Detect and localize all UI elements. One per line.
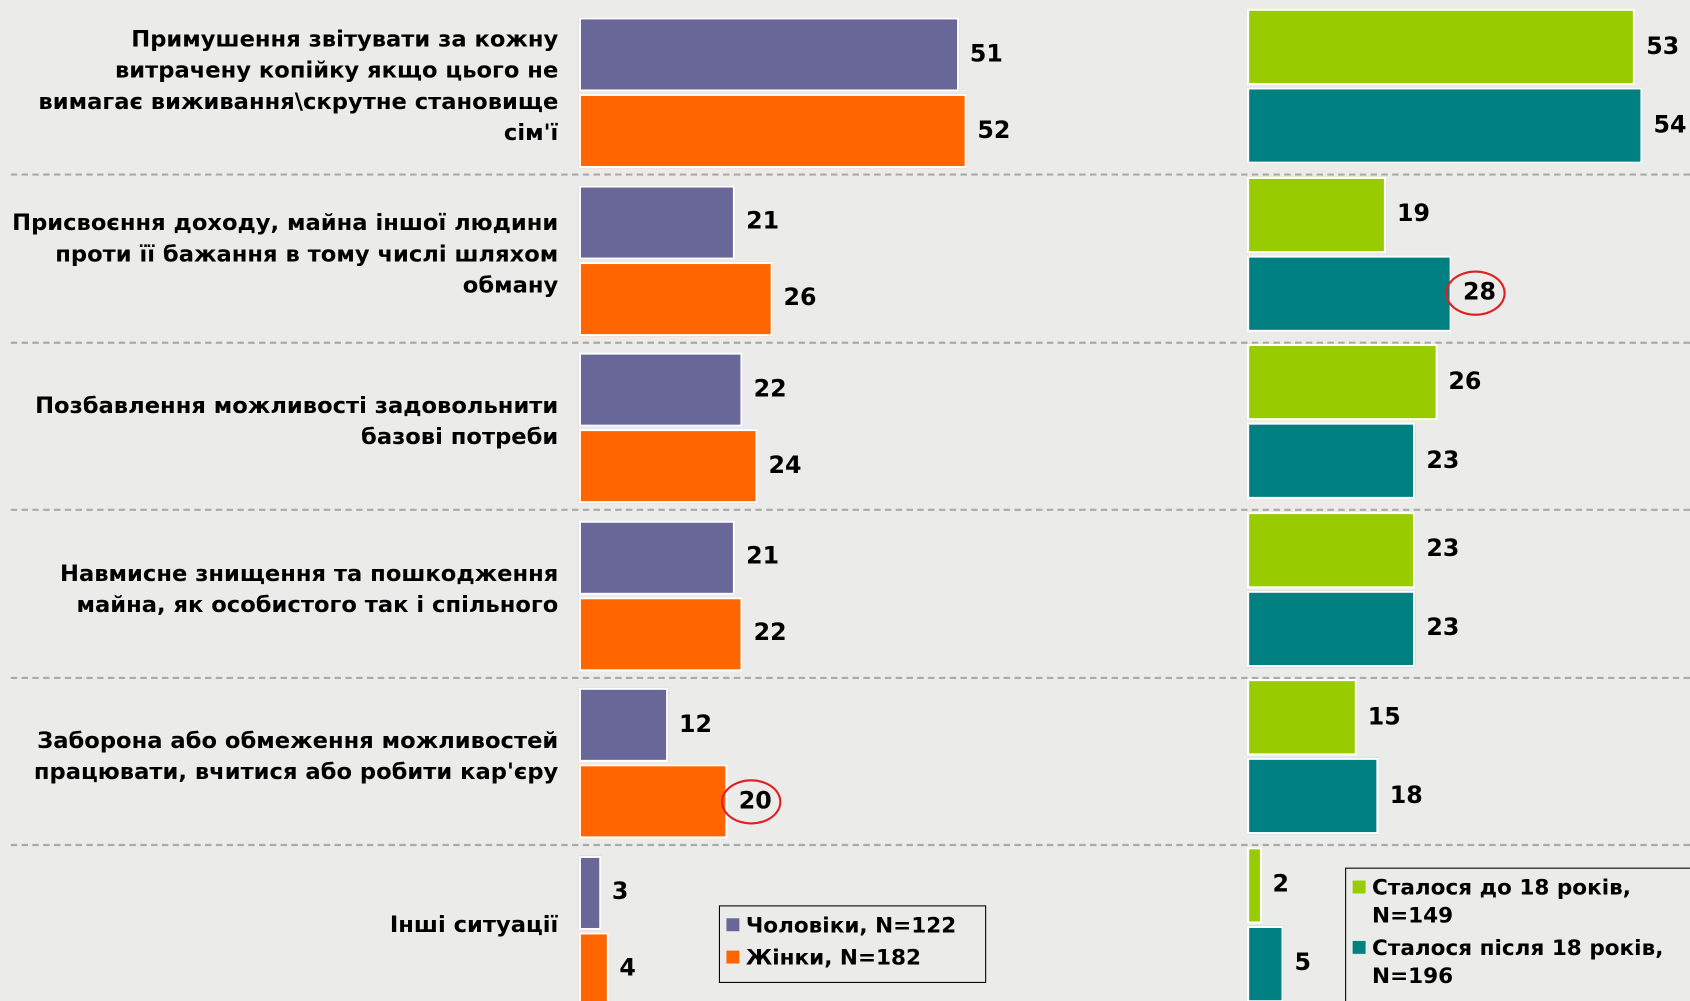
bar <box>1247 679 1357 756</box>
separator <box>10 676 1690 679</box>
legend-swatch <box>1352 880 1366 894</box>
value-label: 21 <box>746 208 780 235</box>
separator <box>10 173 1690 176</box>
bar <box>1247 757 1379 835</box>
bar <box>578 93 967 169</box>
separator <box>10 843 1690 847</box>
legend-item: Жінки, N=182 <box>726 943 978 971</box>
bar <box>1247 254 1453 332</box>
value-label: 15 <box>1367 703 1401 731</box>
bar <box>1247 176 1387 253</box>
bar <box>578 687 669 763</box>
bar <box>578 184 736 260</box>
value-label: 52 <box>977 116 1011 144</box>
category-label: Примушення звітувати за кожну витрачену … <box>38 25 559 146</box>
legend-item: Сталося до 18 років, N=149 <box>1352 873 1690 929</box>
value-label: 51 <box>969 40 1003 68</box>
value-label: 22 <box>753 619 787 647</box>
category-label: Присвоєння доходу, майна іншої людини пр… <box>12 209 559 298</box>
bar <box>1247 8 1636 86</box>
legend-swatch <box>1352 940 1366 954</box>
bar <box>1247 590 1416 667</box>
value-label: 23 <box>1426 535 1460 563</box>
separator <box>10 508 1690 511</box>
bar <box>578 764 728 839</box>
bar <box>578 261 773 336</box>
category-label: Інші ситуації <box>389 910 559 937</box>
category-label: Навмисне знищення та пошкодження майна, … <box>60 559 559 618</box>
bar <box>1247 87 1643 164</box>
separator <box>10 341 1690 344</box>
bar <box>1247 343 1438 421</box>
value-label: 24 <box>768 452 802 480</box>
legend: Сталося до 18 років, N=149 Сталося після … <box>1345 867 1690 1001</box>
bar <box>1247 511 1416 588</box>
value-label: 26 <box>1448 368 1482 396</box>
category-label: Заборона або обмеження можливостей працю… <box>33 727 559 785</box>
highlight-circle <box>1445 270 1507 316</box>
highlight-circle <box>721 778 782 824</box>
legend-swatch <box>726 918 740 932</box>
value-label: 18 <box>1389 781 1423 809</box>
value-label: 19 <box>1397 200 1431 228</box>
value-label: 26 <box>783 284 817 312</box>
legend-swatch <box>726 950 740 964</box>
legend-item: Сталося після 18 років, N=196 <box>1352 933 1690 989</box>
legend-label: Чоловіки, N=122 <box>745 911 957 938</box>
bar <box>578 596 743 671</box>
legend-label: Сталося до 18 років, N=149 <box>1372 874 1631 928</box>
bar <box>578 428 758 504</box>
value-label: 4 <box>619 954 636 982</box>
value-label: 5 <box>1294 949 1311 977</box>
value-label: 22 <box>753 375 787 403</box>
value-label: 12 <box>679 710 713 738</box>
value-label: 54 <box>1653 111 1687 139</box>
legend-label: Жінки, N=182 <box>745 944 922 971</box>
bar <box>578 931 609 1001</box>
category-label: Позбавлення можливості задовольнити базо… <box>35 392 559 450</box>
bar <box>578 520 736 595</box>
bar <box>578 17 960 92</box>
legend: Чоловіки, N=122 Жінки, N=182 <box>718 905 987 983</box>
bar <box>1247 422 1416 500</box>
bar <box>1247 846 1262 924</box>
bar <box>1247 925 1284 1001</box>
bar <box>578 855 602 930</box>
value-label: 23 <box>1426 614 1460 642</box>
value-label: 3 <box>611 878 629 906</box>
value-label: 53 <box>1646 32 1680 60</box>
legend-label: Сталося після 18 років, N=196 <box>1372 934 1664 989</box>
legend-item: Чоловіки, N=122 <box>726 911 978 939</box>
bar <box>578 352 743 427</box>
value-label: 21 <box>746 543 780 571</box>
value-label: 2 <box>1272 870 1289 898</box>
value-label: 23 <box>1426 446 1460 474</box>
